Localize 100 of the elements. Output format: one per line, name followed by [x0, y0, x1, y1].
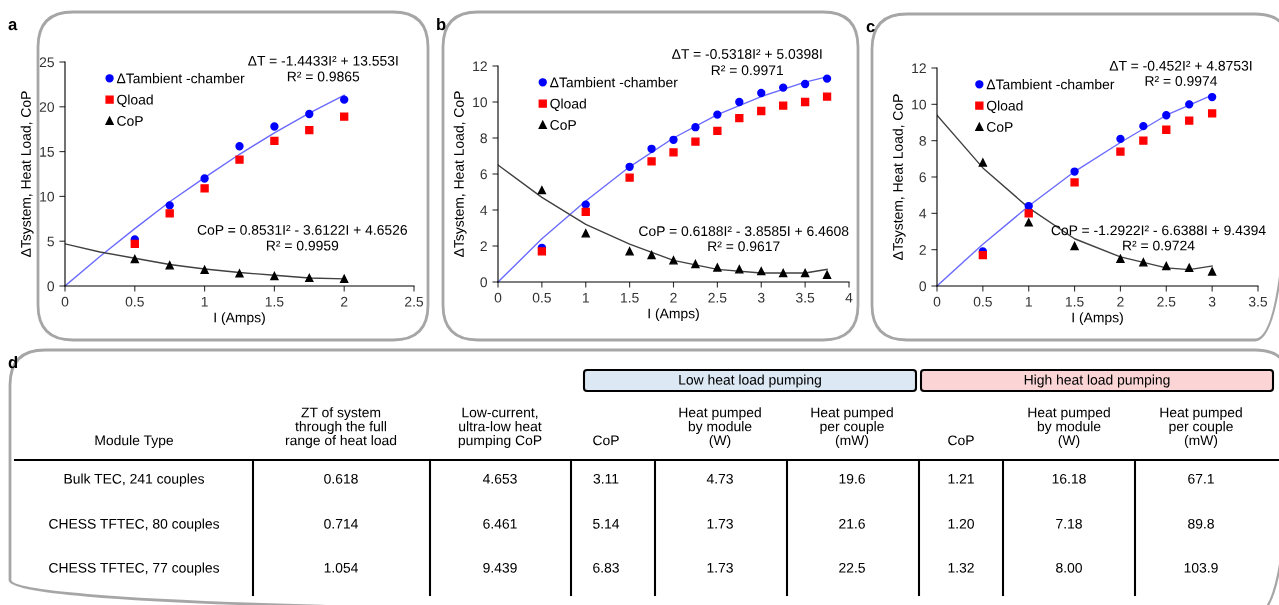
- y-tick-label: 5: [47, 236, 54, 247]
- text: 103.9: [1184, 562, 1218, 573]
- x-tick-label: 1: [1025, 296, 1032, 307]
- y-tick-label: 15: [40, 147, 54, 157]
- text: Module Type: [95, 435, 174, 448]
- y-tick-label: 0: [480, 277, 488, 288]
- y-axis-title: ΔTsystem, Heat Load, CoP: [453, 91, 467, 257]
- annotation: R² = 0.9617: [708, 241, 780, 252]
- annotation: CoP = 0.8531I² - 3.6122I + 4.6526: [197, 225, 407, 235]
- x-tick-label: 0: [494, 292, 502, 303]
- x-tick-label: 1.5: [621, 292, 639, 303]
- x-axis-title: I (Amps): [1072, 312, 1123, 326]
- x-tick-label: 2.5: [405, 296, 424, 307]
- y-tick-label: 4: [919, 208, 927, 219]
- y-tick-label: 10: [40, 191, 55, 202]
- text: 9.439: [483, 562, 517, 573]
- y-tick-label: 4: [480, 205, 488, 216]
- text: ΔT = -0.5318I² + 5.0398I: [672, 49, 822, 59]
- annotation: ΔT = -1.4433I² + 13.553I: [248, 55, 398, 66]
- text: 89.8: [1188, 518, 1214, 529]
- y-tick-label: 20: [39, 102, 55, 112]
- x-tick-label: 2: [670, 292, 677, 303]
- legend-label: ΔTambient -chamber: [986, 79, 1115, 90]
- annotation: ΔT = -0.452I² + 4.8753I: [1109, 60, 1252, 71]
- x-tick-label: 3: [757, 292, 765, 303]
- y-tick-label: 12: [473, 61, 487, 72]
- x-tick-label: 1.5: [265, 296, 284, 307]
- legend-label: CoP: [550, 120, 576, 130]
- y-axis-title: ΔTsystem, Heat Load, CoP: [20, 91, 34, 257]
- x-tick-label: 2.5: [708, 292, 727, 303]
- y-tick-label: 25: [39, 57, 54, 68]
- text: 4.73: [706, 473, 733, 484]
- chart-title: c: [866, 23, 875, 33]
- x-tick-label: 3.5: [1248, 296, 1268, 307]
- text: Heat pumped per couple (mW): [1160, 407, 1242, 448]
- text: CoP: [593, 435, 619, 446]
- text: Heat pumped per couple (mW): [811, 407, 893, 448]
- text: Bulk TEC, 241 couples: [64, 473, 205, 487]
- y-axis-title: ΔTsystem, Heat Load, CoP: [892, 94, 906, 260]
- x-tick-label: 0.5: [125, 296, 144, 307]
- text: 67.1: [1188, 473, 1214, 484]
- x-tick-label: 3: [1208, 296, 1216, 307]
- text: d: [8, 356, 18, 369]
- text: 1.73: [707, 562, 733, 573]
- legend-label: ΔTambient -chamber: [116, 73, 245, 84]
- y-tick-label: 0: [919, 281, 927, 292]
- y-tick-label: 6: [919, 172, 926, 183]
- text: 0.618: [324, 473, 358, 484]
- chart-title: a: [8, 21, 18, 31]
- text: 16.18: [1052, 473, 1086, 484]
- text: 22.5: [839, 562, 865, 573]
- x-tick-label: 0.5: [532, 292, 551, 303]
- text: 7.18: [1056, 518, 1082, 529]
- text: High heat load pumping: [1024, 374, 1170, 388]
- text: Low heat load pumping: [679, 374, 821, 388]
- text: 6.83: [593, 562, 619, 573]
- legend-label: ΔTambient -chamber: [550, 77, 678, 88]
- x-tick-label: 3.5: [796, 292, 815, 303]
- text: 1.21: [948, 473, 974, 484]
- legend-label: CoP: [987, 122, 1013, 132]
- x-axis-title: I (Amps): [648, 308, 699, 322]
- annotation: CoP = 0.6188I² - 3.8585I + 6.4608: [639, 226, 849, 237]
- text: 1.32: [948, 562, 974, 573]
- x-tick-label: 0.5: [973, 296, 992, 307]
- legend-label: Qload: [550, 98, 586, 112]
- text: 5.14: [593, 519, 620, 529]
- text: 8.00: [1056, 562, 1082, 573]
- text: CHESS TFTEC, 80 couples: [49, 518, 220, 532]
- text: ZT of system through the full range of heat load: [285, 407, 397, 448]
- y-tick-label: 8: [919, 136, 926, 146]
- text: 1.73: [707, 518, 733, 529]
- text: 1.054: [324, 562, 358, 573]
- text: Heat pumped by module (W): [679, 407, 761, 448]
- text: 19.6: [839, 473, 865, 484]
- x-tick-label: 2.5: [1157, 296, 1176, 307]
- text: 4.653: [482, 473, 517, 484]
- chart-title: b: [437, 18, 446, 31]
- y-tick-label: 10: [912, 99, 927, 110]
- text: Heat pumped by module (W): [1028, 407, 1110, 448]
- text: CHESS TFTEC, 77 couples: [49, 562, 220, 576]
- text: 6.461: [483, 518, 517, 529]
- x-tick-label: 2: [1117, 296, 1124, 307]
- text: Low-current, ultra-low heat pumping CoP: [458, 407, 542, 448]
- text: 1.20: [948, 518, 974, 529]
- x-tick-label: 4: [845, 292, 853, 303]
- y-tick-label: 2: [480, 241, 487, 252]
- x-tick-label: 1: [201, 296, 208, 307]
- annotation: R² = 0.9865: [287, 71, 360, 82]
- y-tick-label: 2: [919, 245, 926, 255]
- text: 0.714: [324, 518, 358, 529]
- x-tick-label: 0: [61, 296, 69, 307]
- text: CoP: [948, 435, 974, 446]
- annotation: R² = 0.9724: [1123, 240, 1195, 251]
- text: 3.11: [593, 473, 619, 484]
- legend-label: Qload: [986, 100, 1023, 114]
- x-tick-label: 1.5: [1065, 296, 1084, 307]
- annotation: R² = 0.9959: [266, 240, 339, 251]
- x-axis-title: I (Amps): [214, 312, 265, 326]
- x-tick-label: 2: [341, 296, 348, 307]
- x-tick-label: 1: [582, 292, 589, 303]
